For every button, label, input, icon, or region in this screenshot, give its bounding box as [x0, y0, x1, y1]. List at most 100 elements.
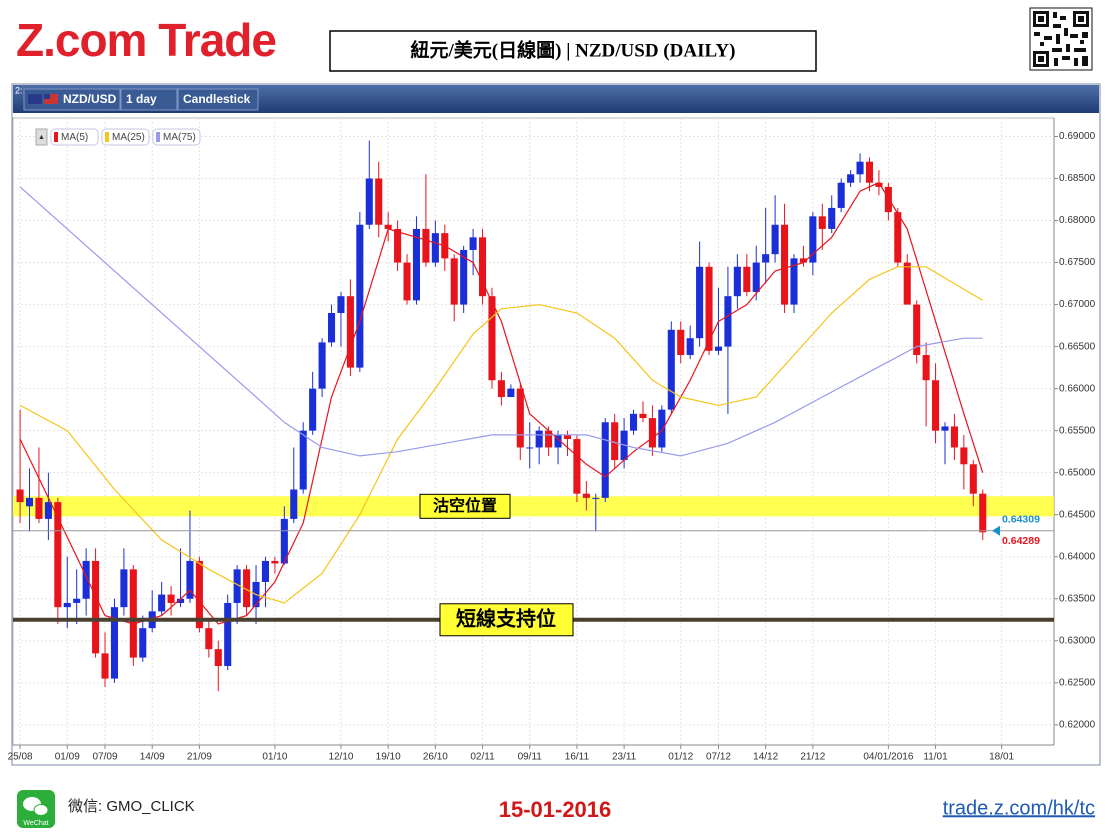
- x-tick-label: 25/08: [8, 752, 33, 763]
- candle-body: [705, 266, 713, 351]
- candle-body: [478, 237, 487, 297]
- x-tick-label: 07/12: [706, 752, 731, 763]
- candle-body: [158, 594, 166, 612]
- candle-body: [526, 447, 534, 449]
- y-tick-label: 0.66000: [1059, 383, 1096, 394]
- x-tick-label: 26/10: [423, 752, 448, 763]
- legend-label: MA(75): [163, 132, 196, 143]
- legend-label: MA(25): [112, 132, 145, 143]
- resistance-label: 沽空位置: [433, 496, 497, 515]
- url[interactable]: trade.z.com/hk/tc: [943, 797, 1095, 819]
- candle-body: [82, 560, 90, 599]
- candle-body: [865, 161, 874, 183]
- x-tick-label: 14/12: [753, 752, 778, 763]
- interval: 1 day: [126, 92, 157, 106]
- candle-body: [261, 560, 270, 582]
- x-tick-label: 09/11: [518, 752, 543, 763]
- candle-body: [611, 422, 619, 461]
- candle-body: [913, 304, 921, 356]
- y-tick-label: 0.64000: [1059, 551, 1096, 562]
- candle-body: [139, 628, 147, 658]
- candle-body: [384, 224, 392, 229]
- candle-body: [639, 413, 647, 419]
- candle-body: [488, 296, 496, 381]
- resistance-band: [13, 496, 1054, 517]
- candle-body: [535, 430, 543, 448]
- resistance-label-box: [419, 493, 511, 519]
- candle-body: [35, 497, 43, 519]
- price-label: 0.64309: [1002, 514, 1040, 526]
- candle-body: [677, 329, 685, 356]
- candle-body: [233, 569, 241, 603]
- x-tick-label: 01/09: [55, 752, 80, 763]
- candle-body: [714, 346, 723, 351]
- y-tick-label: 0.67500: [1059, 257, 1096, 268]
- title: 紐元/美元(日線圖) | NZD/USD (DAILY): [411, 38, 736, 61]
- candle-body: [573, 439, 581, 494]
- candle-body: [403, 262, 411, 301]
- candle-body: [818, 216, 826, 229]
- y-tick-label: 0.62500: [1059, 677, 1096, 688]
- legend-toggle-icon: ▲: [38, 134, 45, 141]
- candle-body: [422, 228, 430, 263]
- legend: MA(5) MA(25) MA(75): [50, 128, 201, 146]
- support-label-box: [439, 603, 574, 637]
- y-tick-label: 0.66500: [1059, 341, 1096, 352]
- y-tick-label: 0.68500: [1059, 173, 1096, 184]
- legend-swatch: [54, 132, 58, 142]
- candle-body: [243, 569, 251, 608]
- candle-body: [337, 296, 345, 313]
- candle-body: [781, 224, 789, 305]
- price-label: 0.64289: [1002, 535, 1040, 547]
- candle-body: [176, 598, 185, 603]
- candle-body: [460, 249, 468, 305]
- candle-body: [582, 493, 590, 498]
- x-tick-label: 07/09: [93, 752, 118, 763]
- legend-toggle[interactable]: [35, 128, 48, 146]
- candle-body: [658, 409, 666, 448]
- candle-body: [648, 418, 656, 448]
- candle-body: [950, 426, 958, 448]
- candle-body: [280, 518, 288, 564]
- candle-body: [837, 182, 845, 208]
- y-tick-label: 0.68000: [1059, 215, 1096, 226]
- candle-body: [941, 426, 949, 431]
- candle-body: [25, 497, 34, 507]
- candle-body: [271, 560, 279, 564]
- support-label: 短線支持位: [456, 606, 556, 630]
- x-tick-label: 12/10: [328, 752, 353, 763]
- plot: 0.62000 0.62500 0.63000 0.63500 0.64000 0.645…: [8, 118, 1096, 763]
- interval-button[interactable]: [120, 88, 178, 111]
- y-tick-label: 0.65500: [1059, 425, 1096, 436]
- candle-body: [875, 182, 883, 187]
- moving-average-line: [19, 181, 984, 625]
- price-pointer: [992, 525, 1000, 536]
- candle-body: [790, 258, 798, 305]
- symbol: NZD/USD: [63, 92, 117, 106]
- candle-body: [743, 266, 751, 292]
- x-tick-label: 14/09: [140, 752, 165, 763]
- candle-body: [450, 258, 458, 305]
- style-button[interactable]: [177, 88, 259, 111]
- candle-body: [167, 594, 175, 603]
- candle-body: [346, 296, 354, 368]
- candle-body: [856, 161, 864, 175]
- x-tick-label: 21/09: [187, 752, 212, 763]
- candle-body: [356, 224, 364, 368]
- legend-item: [50, 128, 99, 146]
- legend-item: [101, 128, 150, 146]
- candle-body: [969, 464, 977, 494]
- candle-body: [469, 237, 477, 250]
- y-tick-label: 0.67000: [1059, 299, 1096, 310]
- candle-body: [63, 602, 71, 608]
- candle-body: [412, 228, 421, 301]
- candle-body: [224, 602, 232, 666]
- candle-body: [979, 493, 987, 533]
- y-tick-label: 0.69000: [1059, 131, 1096, 142]
- x-tick-label: 21/12: [800, 752, 825, 763]
- candle-body: [847, 174, 855, 183]
- candle-body: [507, 388, 515, 398]
- candle-body: [686, 338, 694, 356]
- candle-body: [365, 178, 373, 225]
- y-tick-label: 0.63500: [1059, 593, 1096, 604]
